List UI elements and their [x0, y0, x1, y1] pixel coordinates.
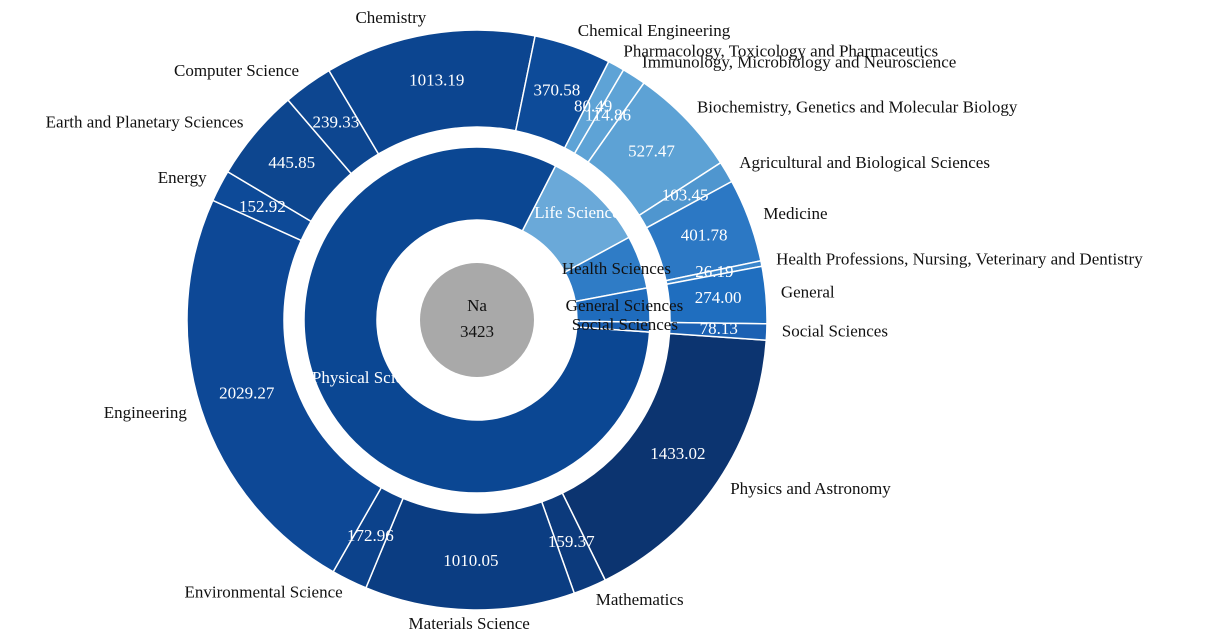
segment-name: Chemical Engineering [578, 21, 731, 40]
segment-value: 26.19 [695, 262, 733, 281]
segment-value: 445.85 [268, 153, 315, 172]
segment-value: 274.00 [695, 288, 742, 307]
group-name: Physical Sciences [312, 368, 433, 387]
segment-name: Environmental Science [185, 583, 343, 602]
segment-name: Agricultural and Biological Sciences [739, 153, 990, 172]
outer-segment [186, 199, 383, 573]
segment-value: 401.78 [681, 226, 728, 245]
segment-name: Mathematics [596, 590, 684, 609]
center-value: 3423 [460, 322, 494, 341]
inner-segment [303, 146, 651, 494]
segment-value: 172.96 [347, 526, 394, 545]
segment-value: 1010.05 [443, 551, 498, 570]
segment-name: Materials Science [409, 614, 530, 633]
segment-name: Biochemistry, Genetics and Molecular Bio… [697, 98, 1018, 117]
segment-name: General [781, 282, 835, 301]
segment-value: 80.49 [574, 97, 612, 116]
segment-value: 370.58 [534, 80, 581, 99]
group-name: General Sciences [566, 296, 684, 315]
segment-name: Chemistry [355, 8, 426, 27]
segment-name: Physics and Astronomy [730, 479, 891, 498]
segment-name: Pharmacology, Toxicology and Pharmaceuti… [623, 41, 938, 60]
outer-segment [668, 321, 768, 342]
segment-value: 1433.02 [650, 444, 705, 463]
segment-name: Earth and Planetary Sciences [46, 113, 244, 132]
segment-name: Engineering [104, 403, 188, 422]
segment-name: Energy [158, 168, 207, 187]
center-label: Na [467, 296, 487, 315]
segment-name: Computer Science [174, 61, 299, 80]
group-name: Life Sciences [534, 203, 626, 222]
segment-value: 527.47 [628, 141, 675, 160]
group-name: Social Sciences [572, 315, 678, 334]
segment-value: 152.92 [239, 197, 286, 216]
segment-value: 114.86 [585, 105, 631, 124]
center-circle [420, 263, 534, 377]
segment-name: Social Sciences [782, 322, 888, 341]
segment-name: Medicine [763, 204, 827, 223]
segment-name: Immunology, Microbiology and Neuroscienc… [642, 52, 956, 71]
segment-value: 103.45 [662, 185, 709, 204]
segment-value: 239.33 [312, 112, 359, 131]
segment-value: 2029.27 [219, 383, 275, 402]
segment-name: Health Professions, Nursing, Veterinary … [776, 250, 1143, 269]
segment-value: 159.37 [548, 532, 595, 551]
segment-value: 78.13 [700, 319, 738, 338]
inner-segment [575, 320, 651, 333]
segment-value: 1013.19 [409, 70, 464, 89]
group-name: Health Sciences [562, 259, 671, 278]
